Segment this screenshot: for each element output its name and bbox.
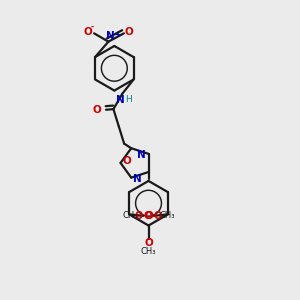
Text: CH₃: CH₃ [159, 212, 175, 220]
Text: O: O [93, 105, 101, 115]
Text: O: O [144, 211, 152, 220]
Text: -: - [91, 23, 94, 32]
Text: O: O [144, 238, 153, 248]
Text: N: N [137, 150, 146, 160]
Text: O: O [84, 27, 93, 38]
Text: N: N [116, 95, 125, 106]
Text: O: O [125, 27, 134, 38]
Text: CH₃: CH₃ [141, 247, 156, 256]
Text: O: O [123, 156, 131, 166]
Text: N: N [106, 31, 114, 41]
Text: O: O [154, 211, 162, 221]
Text: O: O [145, 211, 154, 220]
Text: O: O [135, 211, 143, 221]
Text: H: H [125, 95, 132, 104]
Text: +: + [114, 30, 120, 39]
Text: N: N [134, 174, 142, 184]
Text: CH₃: CH₃ [122, 212, 138, 220]
Text: methoxy: methoxy [137, 216, 143, 217]
